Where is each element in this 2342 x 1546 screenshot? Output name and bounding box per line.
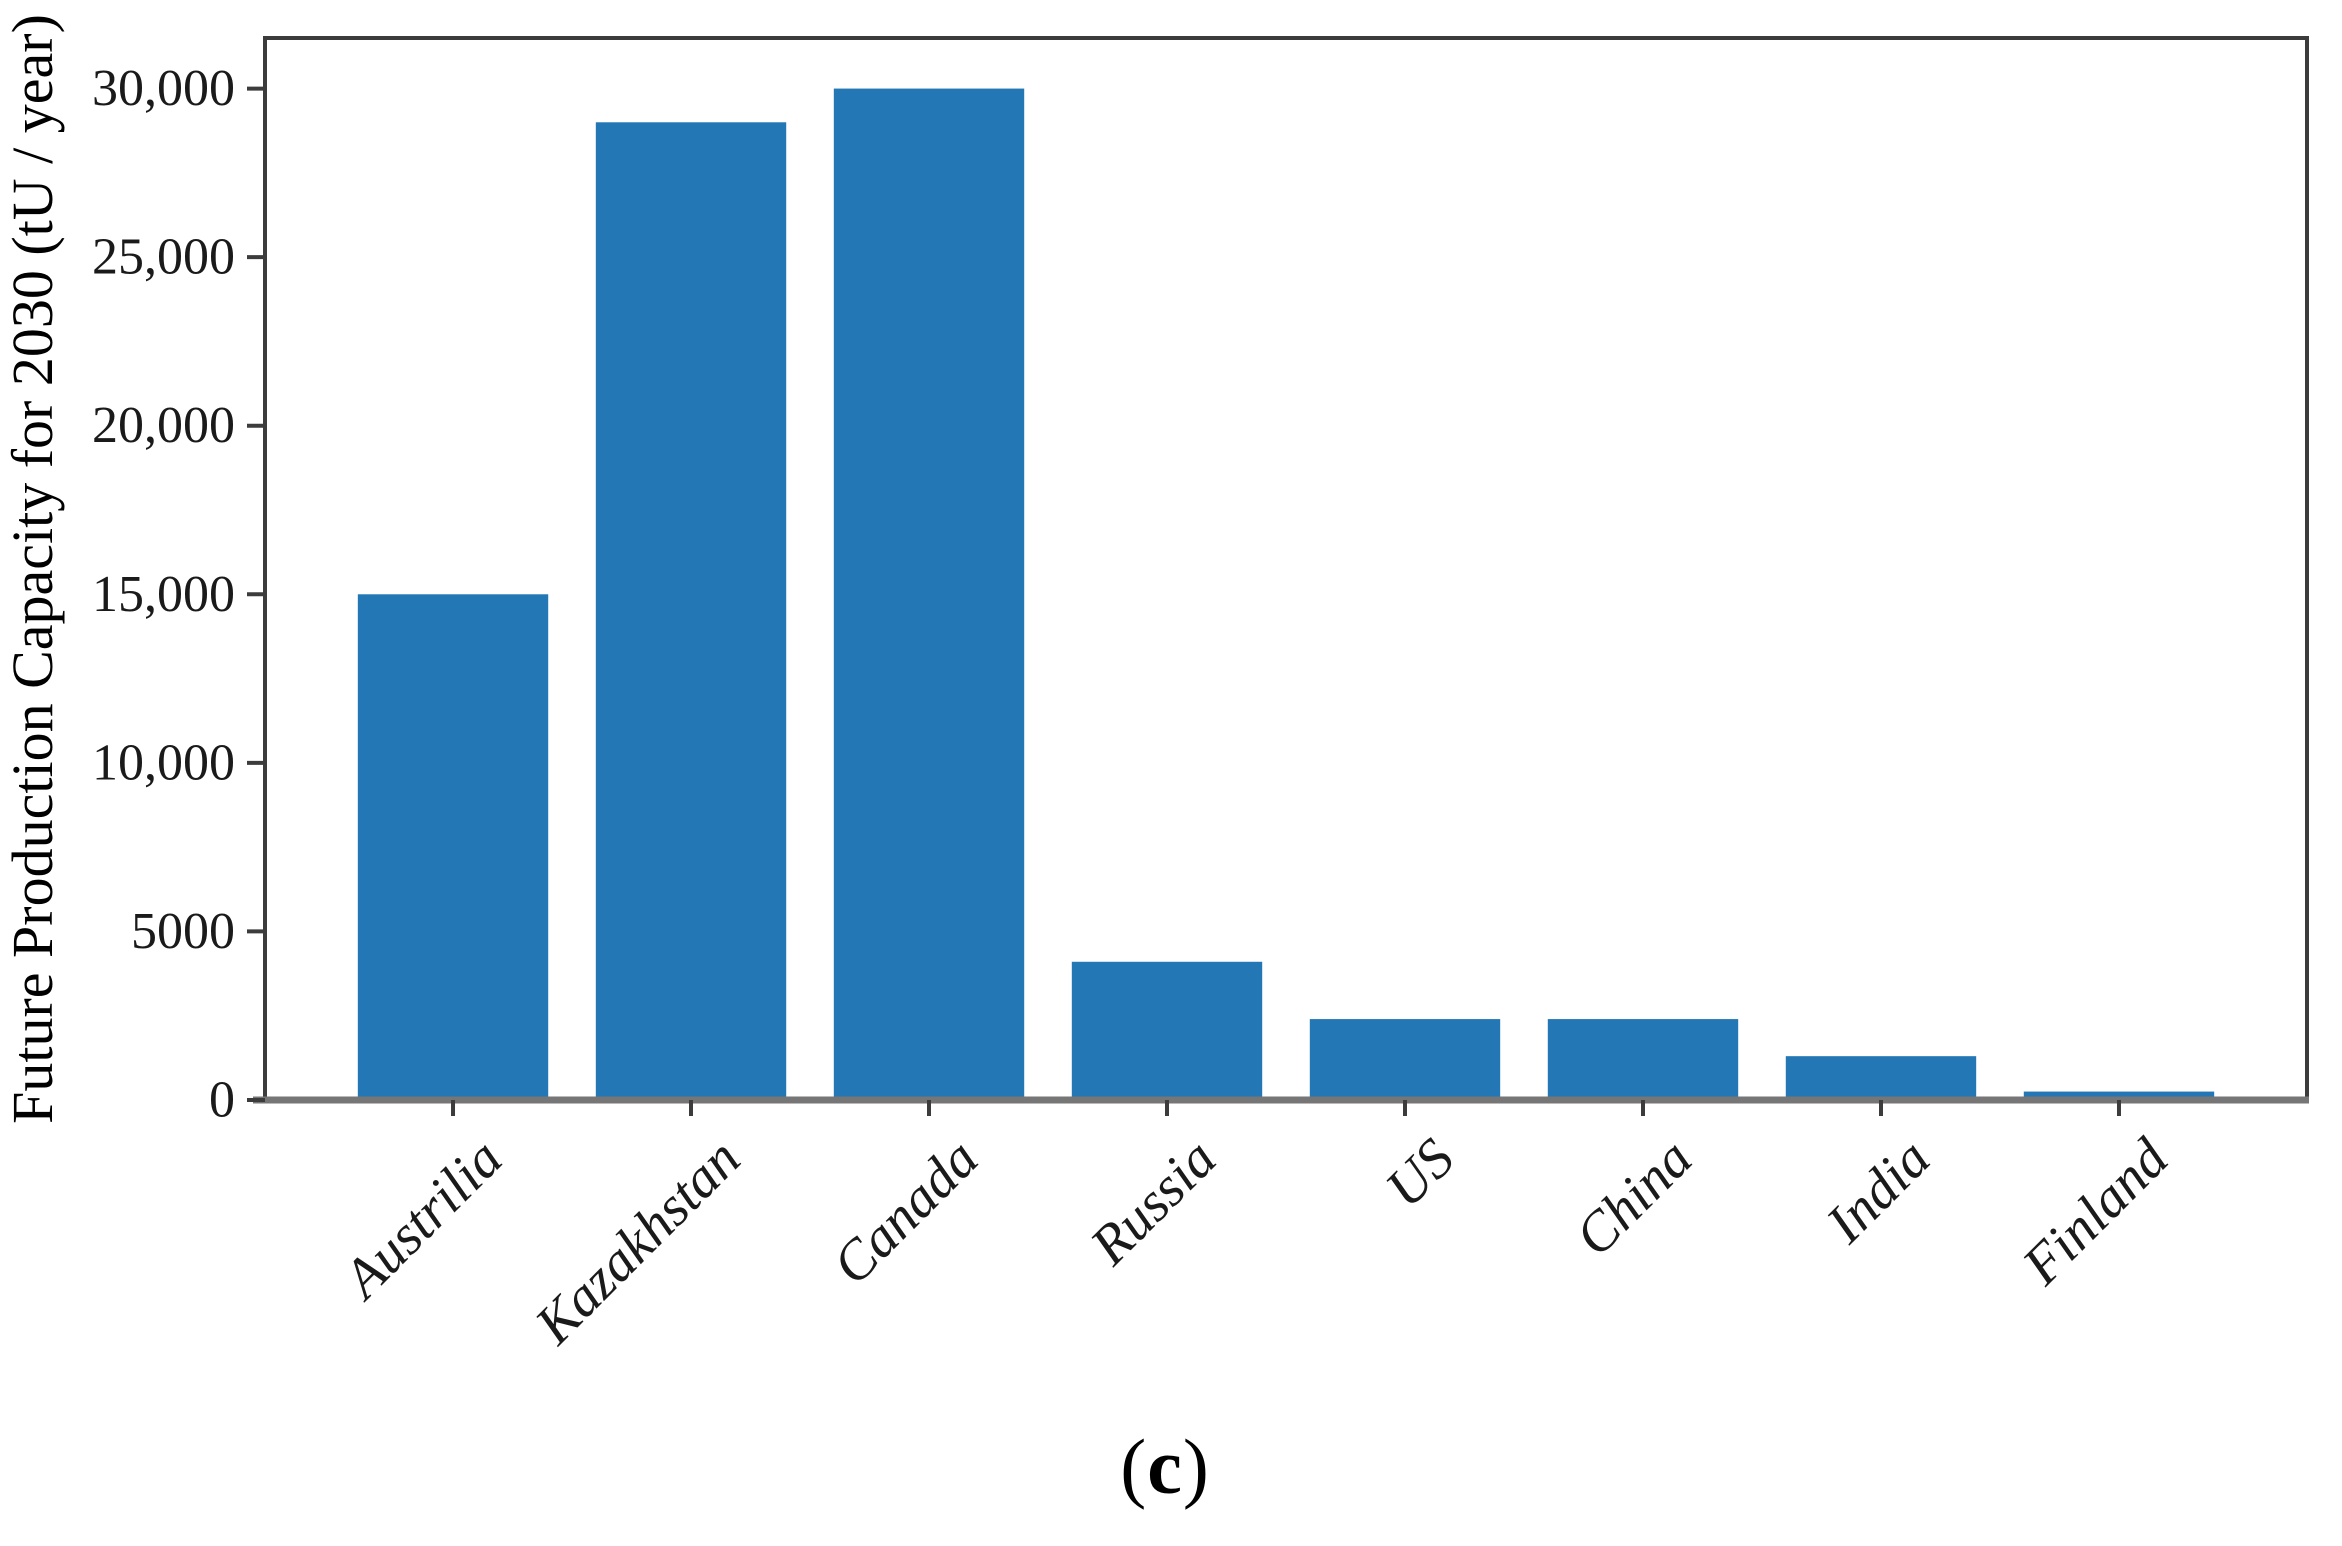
x-tick-label: Russia [1078,1127,1228,1277]
x-tick-label: Finland [2010,1127,2181,1298]
y-tick-label: 20,000 [92,397,235,454]
caption-letter: c [1147,1423,1183,1510]
x-tick-label: Austrilia [329,1127,514,1312]
y-tick-label: 30,000 [92,60,235,117]
x-tick-label: India [1814,1127,1942,1255]
x-tick-label: US [1374,1127,1466,1219]
bar-Kazakhstan [595,122,787,1101]
y-axis-label: Future Production Capacity for 2030 (tU … [0,14,65,1124]
bar-China [1547,1019,1739,1100]
y-tick-label: 0 [209,1072,235,1129]
y-tick-label: 10,000 [92,734,235,791]
caption-close-paren: ) [1182,1423,1210,1510]
bar-Russia [1071,961,1263,1100]
bar-Finland [2023,1091,2215,1100]
bar-chart: 0 5000 10,000 15,000 20,000 25,000 30,000 Austr… [0,14,2309,1357]
y-tick-label: 15,000 [92,566,235,623]
bar-India [1785,1056,1977,1100]
x-tick-label: Canada [821,1127,990,1296]
figure-caption: (c) [0,1422,2330,1512]
bar-US [1309,1019,1501,1100]
x-tick-label: Kazakhstan [523,1127,752,1356]
x-tick-label: China [1564,1127,1705,1268]
y-tick-label: 5000 [131,903,235,960]
y-tick-label: 25,000 [92,229,235,286]
bar-Canada [833,88,1025,1101]
plot-box [263,36,2309,1102]
bar-Austrilia [357,594,549,1100]
caption-open-paren: ( [1120,1423,1148,1510]
